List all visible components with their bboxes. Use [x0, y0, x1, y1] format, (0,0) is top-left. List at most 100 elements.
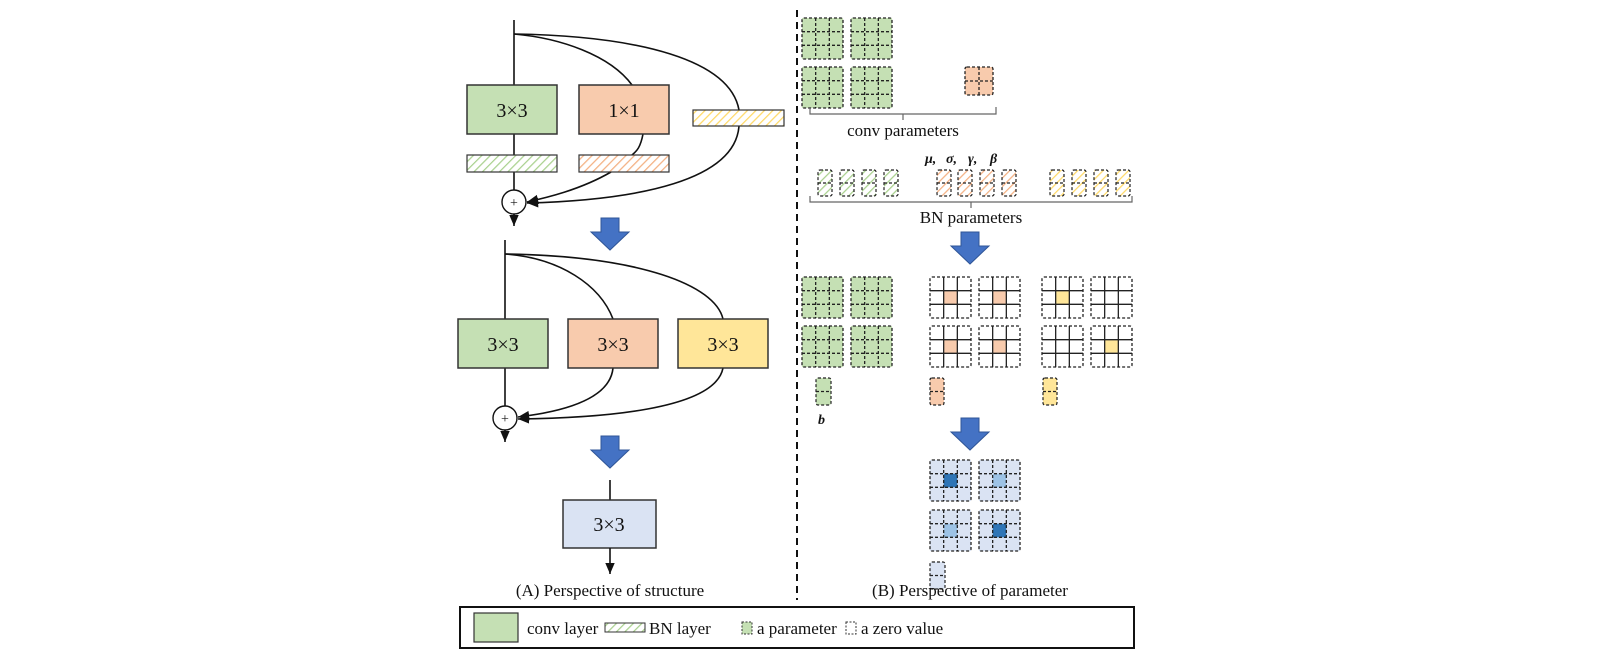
- fused-kernel: [929, 459, 972, 502]
- kernel-border: [929, 276, 972, 319]
- kernel-border: [801, 276, 844, 319]
- fused-kernel: [929, 509, 972, 552]
- fused-kernel: [978, 459, 1021, 502]
- kernel-bg: [802, 18, 843, 59]
- converted-kernel-green: [801, 325, 844, 368]
- legend-parameter-swatch: [741, 621, 753, 635]
- conv3x3-box: [466, 84, 558, 135]
- bn-param-orange: [1001, 169, 1017, 197]
- fused-bias: [929, 561, 946, 590]
- caption-structure: (A) Perspective of structure: [516, 581, 704, 600]
- kernel-cell: [992, 290, 1007, 305]
- down-arrow-icon: [589, 435, 631, 469]
- kernel-bg: [965, 67, 993, 95]
- bn-identity: [692, 109, 785, 127]
- down-arrow-icon: [589, 217, 631, 251]
- kernel-cell: [1104, 339, 1119, 354]
- kernel-border: [929, 459, 972, 502]
- bias-yellow: [1042, 377, 1058, 406]
- bn-sigma: σ,: [946, 152, 957, 167]
- converted-kernel-green: [850, 276, 893, 319]
- kernel-border: [801, 17, 844, 60]
- branch-yellow-box: [677, 318, 769, 369]
- branch-orange-label: 3×3: [597, 334, 628, 356]
- bn-param-green: [861, 169, 877, 197]
- branch-green-label: 3×3: [487, 334, 518, 356]
- training-block: 3×3 1×1 +: [466, 20, 785, 226]
- kernel-border: [978, 459, 1021, 502]
- arrows: [589, 217, 991, 469]
- kernel-border: [801, 66, 844, 109]
- bn-parameters-label: BN parameters: [920, 208, 1022, 227]
- caption-parameter: (B) Perspective of parameter: [872, 581, 1068, 600]
- kernel-cell: [943, 339, 958, 354]
- legend-a-parameter: a parameter: [757, 619, 837, 638]
- legend-bn-swatch: [604, 622, 646, 633]
- kernel-cell: [943, 523, 958, 538]
- bn-param-yellow: [1071, 169, 1087, 197]
- kernel-border: [1041, 325, 1084, 368]
- kernel-cell: [992, 473, 1007, 488]
- branch-yellow-label: 3×3: [707, 334, 738, 356]
- converted-kernel-yellow: [1041, 276, 1084, 319]
- bn-param-yellow: [1115, 169, 1131, 197]
- kernel-bg: [802, 277, 843, 318]
- kernel-cell: [992, 523, 1007, 538]
- kernel-cell: [943, 473, 958, 488]
- conv3x3-kernel: [850, 66, 893, 109]
- final-block: 3×3 (A) Perspective of structure: [516, 480, 704, 600]
- converted-kernel-green: [850, 325, 893, 368]
- bn-beta: β: [989, 152, 998, 167]
- kernel-border: [978, 509, 1021, 552]
- add-symbol: +: [510, 196, 518, 211]
- conv3x3-label: 3×3: [496, 100, 527, 122]
- bn-brace: [809, 196, 1133, 208]
- bn-param-green: [817, 169, 833, 197]
- down-arrow-icon: [949, 417, 991, 451]
- kernel-border: [850, 325, 893, 368]
- kernel-bg: [851, 18, 892, 59]
- converted-kernel-orange: [978, 325, 1021, 368]
- kernel-border: [964, 66, 994, 96]
- parameter-view: [801, 17, 1133, 590]
- kernel-border: [1090, 276, 1133, 319]
- conv3x3-kernel: [801, 66, 844, 109]
- bn-param-yellow: [1049, 169, 1065, 197]
- kernel-border: [929, 325, 972, 368]
- conv3x3-kernel: [850, 17, 893, 60]
- kernel-border: [1041, 276, 1084, 319]
- kernel-bg: [1091, 277, 1132, 318]
- kernel-bg: [1042, 326, 1083, 367]
- bias-orange: [929, 377, 945, 406]
- legend-zero-swatch: [845, 621, 857, 635]
- converted-kernel-yellow: [1090, 325, 1133, 368]
- branch-green-box: [457, 318, 549, 369]
- kernel-border: [978, 276, 1021, 319]
- converted-kernel-orange: [978, 276, 1021, 319]
- legend-conv-swatch: [473, 612, 519, 643]
- kernel-cell: [1055, 290, 1070, 305]
- conv-brace: [809, 107, 997, 120]
- bn-param-orange: [957, 169, 973, 197]
- kernel-border: [850, 17, 893, 60]
- kernel-bg: [851, 277, 892, 318]
- kernel-border: [978, 325, 1021, 368]
- kernel-bg: [802, 326, 843, 367]
- bn-orange: [578, 154, 670, 173]
- bn-mu: μ,: [924, 152, 936, 167]
- conv1x1-kernel: [964, 66, 994, 96]
- fused-conv-label: 3×3: [593, 514, 624, 536]
- bias-label: b: [818, 413, 825, 428]
- legend-bn-layer: BN layer: [649, 619, 711, 638]
- converted-kernel-orange: [929, 325, 972, 368]
- conv1x1-label: 1×1: [608, 100, 639, 122]
- branch-orange-box: [567, 318, 659, 369]
- bn-param-yellow: [1093, 169, 1109, 197]
- legend-conv-layer: conv layer: [527, 619, 599, 638]
- legend: conv layer BN layer a parameter a zero v…: [459, 606, 1135, 649]
- down-arrow-icon: [949, 231, 991, 265]
- conv1x1-box: [578, 84, 670, 135]
- conv3x3-kernel: [801, 17, 844, 60]
- kernel-border: [929, 509, 972, 552]
